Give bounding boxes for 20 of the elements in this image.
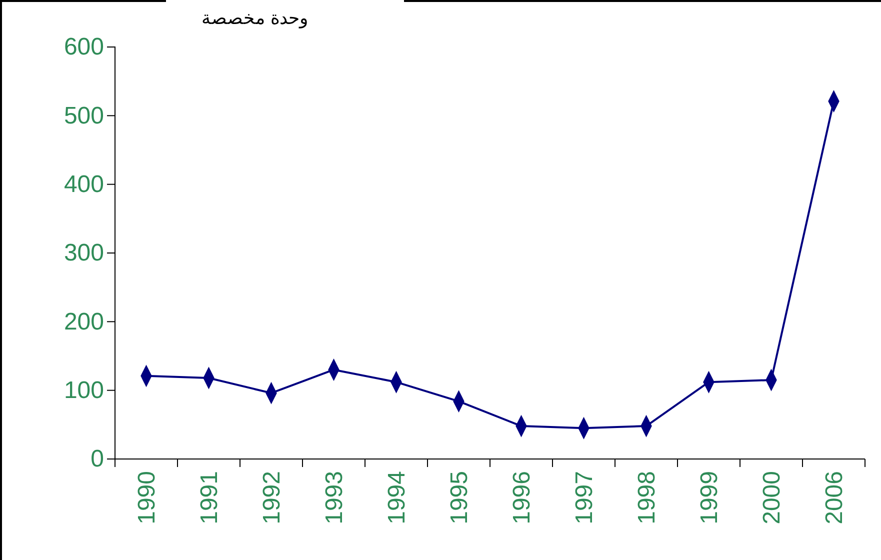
x-tick-label: 1990	[134, 471, 161, 524]
x-tick-label: 1999	[696, 471, 724, 524]
x-tick-label: 2000	[758, 471, 786, 524]
x-tick-label: 1991	[196, 471, 224, 524]
x-tick-label: 1997	[571, 471, 598, 524]
y-tick-label: 300	[64, 240, 104, 267]
x-tick-label: 2006	[821, 471, 848, 524]
x-tick-label: 1998	[634, 471, 661, 524]
y-tick-label: 100	[64, 377, 104, 404]
x-tick-label: 1992	[258, 471, 286, 524]
x-tick-label: 1994	[384, 471, 411, 524]
y-tick-label: 500	[64, 102, 104, 130]
x-tick-label: 1993	[321, 471, 348, 524]
x-tick-label: 1996	[508, 471, 536, 524]
y-tick-label: 0	[90, 446, 104, 473]
y-tick-label: 600	[64, 34, 104, 61]
x-tick-label: 1995	[446, 471, 474, 524]
y-axis-title: وحدة مخصصة	[201, 8, 309, 29]
y-tick-label: 200	[64, 308, 104, 336]
y-tick-label: 400	[64, 171, 104, 198]
